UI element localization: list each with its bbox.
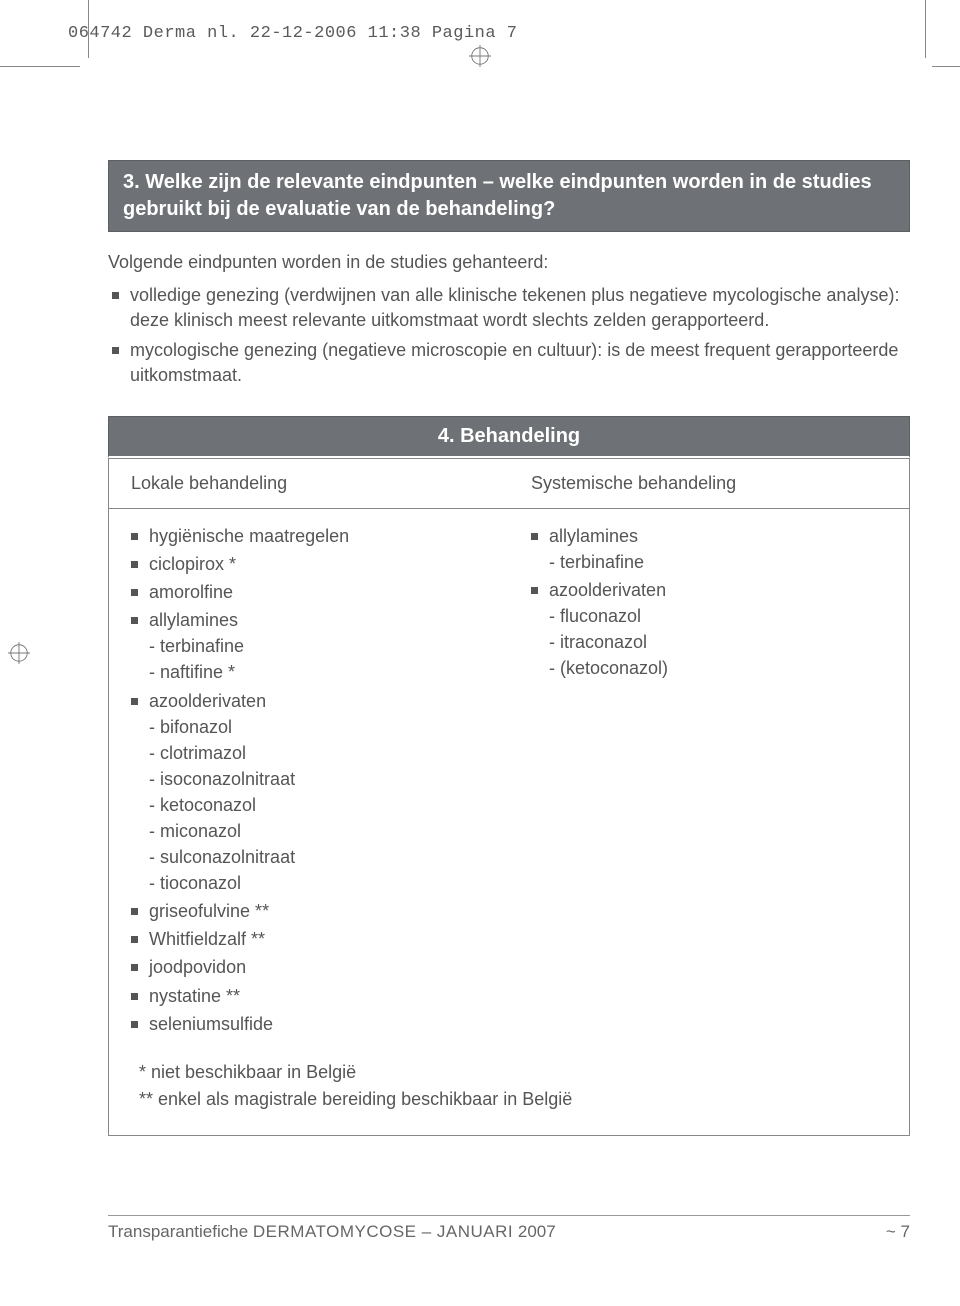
sub-item: - tioconazol — [149, 870, 487, 896]
sub-item: - fluconazol — [549, 603, 887, 629]
sub-item: - miconazol — [149, 818, 487, 844]
crop-mark — [932, 66, 960, 67]
sub-item: - isoconazolnitraat — [149, 766, 487, 792]
section-3-intro: Volgende eindpunten worden in de studies… — [108, 252, 548, 272]
list-item: allylamines- terbinafine — [531, 523, 887, 575]
list-item: seleniumsulfide — [131, 1011, 487, 1037]
sub-item: - terbinafine — [549, 549, 887, 575]
registration-mark — [8, 642, 30, 664]
section-4-header: 4. Behandeling — [108, 416, 910, 458]
sub-item: - naftifine * — [149, 659, 487, 685]
footnote-line: ** enkel als magistrale bereiding beschi… — [139, 1086, 879, 1113]
sub-item: - itraconazol — [549, 629, 887, 655]
sub-item: - bifonazol — [149, 714, 487, 740]
treatment-table-body: hygiënische maatregelenciclopirox *amoro… — [109, 509, 909, 1049]
section-3-body: Volgende eindpunten worden in de studies… — [108, 250, 910, 388]
treatment-footnotes: * niet beschikbaar in België** enkel als… — [109, 1049, 909, 1135]
list-item: nystatine ** — [131, 983, 487, 1009]
sub-item: - (ketoconazol) — [549, 655, 887, 681]
sub-item: - clotrimazol — [149, 740, 487, 766]
section-3-list: volledige genezing (verdwijnen van alle … — [108, 283, 910, 388]
print-job-header: 064742 Derma nl. 22-12-2006 11:38 Pagina… — [68, 24, 517, 43]
page-body: 3. Welke zijn de relevante eindpunten – … — [108, 160, 910, 1136]
footer-text: 2007 — [513, 1222, 556, 1241]
crop-mark — [0, 66, 80, 67]
list-item: Whitfieldzalf ** — [131, 926, 487, 952]
sub-item: - ketoconazol — [149, 792, 487, 818]
treatment-table: Lokale behandeling Systemische behandeli… — [108, 458, 910, 1136]
list-item: azoolderivaten- fluconazol- itraconazol-… — [531, 577, 887, 681]
crop-mark — [88, 0, 89, 58]
footnote-line: * niet beschikbaar in België — [139, 1059, 879, 1086]
footer-text: Transparantiefiche — [108, 1222, 253, 1241]
col-local: hygiënische maatregelenciclopirox *amoro… — [109, 509, 509, 1049]
footer-text-smallcaps: DERMATOMYCOSE – JANUARI — [253, 1222, 513, 1241]
systemic-treatment-list: allylamines- terbinafineazoolderivaten- … — [531, 523, 887, 682]
page-number: ~ 7 — [886, 1222, 910, 1242]
list-item: mycologische genezing (negatieve microsc… — [108, 338, 910, 388]
col-systemic: allylamines- terbinafineazoolderivaten- … — [509, 509, 909, 1049]
sub-item: - sulconazolnitraat — [149, 844, 487, 870]
local-treatment-list: hygiënische maatregelenciclopirox *amoro… — [131, 523, 487, 1037]
list-item: amorolfine — [131, 579, 487, 605]
sub-item: - terbinafine — [149, 633, 487, 659]
list-item: griseofulvine ** — [131, 898, 487, 924]
col-header-local: Lokale behandeling — [109, 459, 509, 508]
section-3-header: 3. Welke zijn de relevante eindpunten – … — [108, 160, 910, 232]
list-item: ciclopirox * — [131, 551, 487, 577]
col-header-systemic: Systemische behandeling — [509, 459, 909, 508]
list-item: hygiënische maatregelen — [131, 523, 487, 549]
crop-mark — [925, 0, 926, 58]
list-item: azoolderivaten- bifonazol- clotrimazol- … — [131, 688, 487, 897]
page-footer: Transparantiefiche DERMATOMYCOSE – JANUA… — [108, 1215, 910, 1242]
list-item: allylamines- terbinafine- naftifine * — [131, 607, 487, 685]
list-item: joodpovidon — [131, 954, 487, 980]
treatment-table-headers: Lokale behandeling Systemische behandeli… — [109, 459, 909, 509]
footer-title: Transparantiefiche DERMATOMYCOSE – JANUA… — [108, 1222, 556, 1242]
list-item: volledige genezing (verdwijnen van alle … — [108, 283, 910, 333]
registration-mark — [469, 45, 491, 67]
